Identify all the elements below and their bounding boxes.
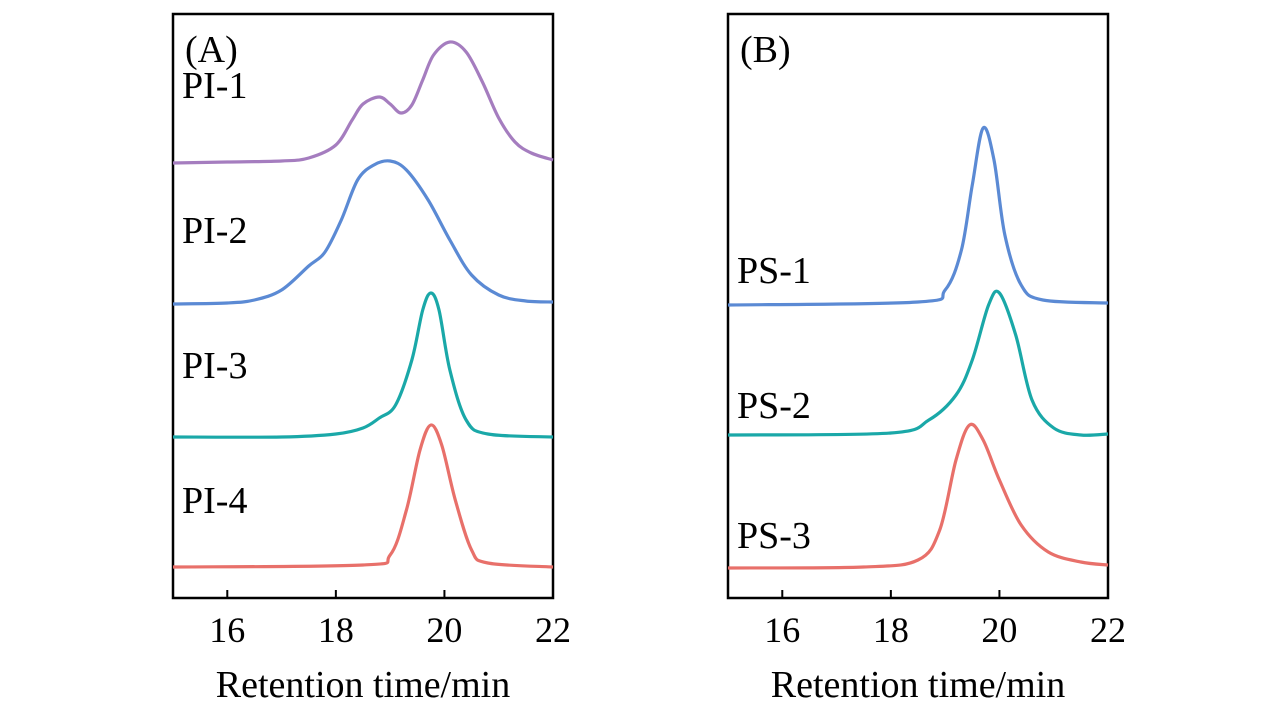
- panel-label: (A): [185, 29, 238, 71]
- series-line-pi-4: [172, 423, 554, 569]
- series-label-pi-3: PI-3: [182, 345, 247, 387]
- plot-frame: [726, 12, 1110, 600]
- series-line-pi-2: [172, 159, 554, 306]
- series-line-ps-3: [727, 422, 1109, 570]
- series-label-ps-3: PS-3: [737, 515, 811, 557]
- series-label-ps-2: PS-2: [737, 385, 811, 427]
- x-tick-label: 20: [426, 610, 462, 650]
- x-axis-title: Retention time/min: [216, 664, 510, 706]
- x-tick-label: 16: [764, 610, 800, 650]
- panel-label: (B): [740, 29, 791, 71]
- x-axis-title: Retention time/min: [771, 664, 1065, 706]
- panel-b: (B) 16 18 20 22 Retention time/min PS-1 PS-2 PS-…: [726, 12, 1126, 706]
- x-tick-label: 16: [209, 610, 245, 650]
- series-line-pi-3: [172, 291, 554, 439]
- x-tick-label: 22: [535, 610, 571, 650]
- x-tick-label: 18: [873, 610, 909, 650]
- x-tick-label: 18: [318, 610, 354, 650]
- x-tick-label: 20: [981, 610, 1017, 650]
- series-label-pi-1: PI-1: [182, 65, 247, 107]
- series-label-pi-4: PI-4: [182, 480, 247, 522]
- series-label-pi-2: PI-2: [182, 210, 247, 252]
- series-line-ps-2: [727, 289, 1109, 437]
- series-line-pi-1: [172, 40, 554, 165]
- x-tick-label: 22: [1090, 610, 1126, 650]
- plot-frame: [171, 12, 555, 600]
- panel-a: (A) 16 18 20 22 Retention time/min PI-1 PI-2 PI-…: [171, 12, 571, 706]
- series-label-ps-1: PS-1: [737, 250, 811, 292]
- series-line-ps-1: [727, 125, 1109, 307]
